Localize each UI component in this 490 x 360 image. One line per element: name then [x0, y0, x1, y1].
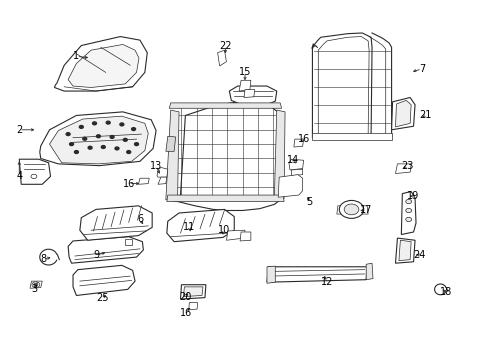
Polygon shape [229, 86, 277, 105]
Polygon shape [239, 80, 251, 91]
Text: 17: 17 [360, 206, 372, 216]
Polygon shape [292, 169, 303, 176]
Text: 6: 6 [137, 215, 143, 224]
Circle shape [120, 123, 124, 126]
Polygon shape [183, 287, 203, 297]
Polygon shape [30, 281, 42, 288]
Circle shape [34, 283, 38, 286]
Circle shape [132, 128, 136, 131]
Text: 16: 16 [297, 134, 310, 144]
Circle shape [97, 135, 100, 138]
Text: 18: 18 [440, 287, 452, 297]
Text: 3: 3 [31, 284, 37, 294]
Polygon shape [166, 110, 179, 200]
Polygon shape [40, 112, 156, 166]
Text: 9: 9 [93, 250, 99, 260]
Polygon shape [395, 238, 415, 263]
Polygon shape [167, 102, 283, 211]
Text: 5: 5 [306, 197, 313, 207]
Text: 2: 2 [16, 125, 23, 135]
Text: 11: 11 [183, 222, 195, 231]
Text: 19: 19 [408, 191, 420, 201]
Text: 24: 24 [414, 250, 426, 260]
Circle shape [101, 145, 105, 148]
Circle shape [406, 217, 412, 222]
Polygon shape [80, 206, 152, 240]
Polygon shape [167, 210, 234, 242]
Polygon shape [392, 98, 415, 130]
Polygon shape [54, 37, 147, 91]
Polygon shape [240, 232, 251, 241]
Text: 10: 10 [219, 225, 231, 235]
Circle shape [74, 150, 78, 153]
Text: 25: 25 [96, 293, 109, 303]
Circle shape [32, 282, 40, 288]
Polygon shape [19, 159, 50, 184]
Text: 22: 22 [219, 41, 232, 50]
Polygon shape [267, 267, 367, 282]
Circle shape [88, 146, 92, 149]
Circle shape [93, 122, 97, 125]
Circle shape [110, 135, 114, 138]
Polygon shape [167, 195, 284, 202]
Polygon shape [244, 90, 255, 98]
Text: 16: 16 [122, 179, 135, 189]
Polygon shape [139, 178, 149, 184]
Polygon shape [274, 110, 285, 200]
Polygon shape [158, 177, 167, 184]
Text: 15: 15 [239, 67, 251, 77]
Circle shape [344, 204, 359, 215]
Polygon shape [278, 175, 303, 197]
Text: 1: 1 [74, 51, 79, 61]
Polygon shape [157, 167, 168, 177]
Text: 20: 20 [179, 292, 192, 302]
Circle shape [83, 137, 87, 140]
Polygon shape [395, 164, 411, 174]
Text: 7: 7 [419, 64, 425, 74]
Polygon shape [189, 303, 197, 310]
Circle shape [406, 199, 412, 204]
Text: 4: 4 [16, 171, 23, 181]
Text: 8: 8 [41, 254, 47, 264]
Circle shape [123, 138, 127, 141]
Polygon shape [49, 116, 148, 164]
Text: 16: 16 [180, 308, 193, 318]
Circle shape [406, 208, 412, 213]
Circle shape [79, 126, 83, 129]
Text: 21: 21 [419, 111, 432, 121]
Polygon shape [294, 139, 304, 147]
Circle shape [115, 147, 119, 150]
Circle shape [70, 143, 74, 145]
Polygon shape [226, 230, 245, 240]
Text: 23: 23 [401, 161, 414, 171]
Polygon shape [180, 285, 206, 299]
Polygon shape [399, 240, 411, 261]
Polygon shape [289, 159, 304, 170]
Polygon shape [395, 100, 411, 127]
Polygon shape [68, 44, 139, 87]
Polygon shape [68, 237, 144, 263]
Text: 14: 14 [287, 155, 299, 165]
Text: 12: 12 [321, 277, 333, 287]
Polygon shape [125, 239, 132, 244]
Text: 13: 13 [150, 161, 162, 171]
Polygon shape [401, 192, 416, 234]
Polygon shape [337, 206, 368, 214]
Circle shape [127, 150, 131, 153]
Polygon shape [267, 266, 275, 283]
Circle shape [66, 133, 70, 135]
Polygon shape [169, 103, 282, 108]
Circle shape [135, 143, 139, 145]
Polygon shape [366, 263, 373, 280]
Circle shape [339, 201, 364, 219]
Polygon shape [313, 133, 392, 140]
Polygon shape [218, 50, 226, 66]
Circle shape [106, 121, 110, 124]
Polygon shape [166, 136, 175, 151]
Polygon shape [73, 265, 135, 296]
